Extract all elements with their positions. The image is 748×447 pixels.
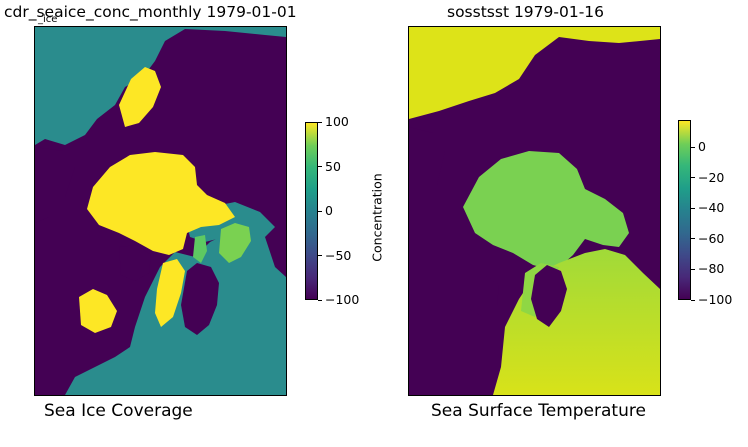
- sst-map-svg: [409, 27, 660, 395]
- ocean-region-north: [35, 27, 286, 145]
- sst-colorbar-tick-mark: [691, 299, 695, 301]
- sea-ice-colorbar-tick-mark: [318, 166, 322, 167]
- sst-colorbar-tick-label: −100: [698, 292, 733, 307]
- ocean-region-atlantic: [65, 227, 286, 395]
- sea-ice-colorbar-tick-mark: [318, 210, 322, 212]
- sea-ice-colorbar-tick-label: −100: [325, 292, 360, 307]
- sea-ice-colorbar-tick-label: 100: [325, 114, 349, 129]
- sea-ice-fringe-west: [193, 235, 207, 263]
- sst-colorbar-tick-mark: [691, 177, 695, 179]
- sea-ice-greenland-edge: [155, 259, 185, 327]
- sst-warm-north: [409, 27, 660, 119]
- sst-colorbar-tick-mark: [691, 238, 695, 240]
- sst-arctic-sea: [463, 151, 629, 271]
- sea-ice-colorbar-tick-mark: [318, 121, 322, 123]
- left-plot-caption: Sea Ice Coverage: [44, 401, 193, 421]
- sst-colorbar-tick-label: 0: [698, 139, 706, 155]
- sea-ice-baffin: [79, 289, 117, 333]
- left-plot-title: cdr_seaice_conc_monthly 1979-01-01: [4, 3, 297, 21]
- sst-colorbar: [678, 120, 691, 300]
- sea-ice-colorbar-tick-label: 0: [325, 203, 333, 218]
- right-plot-caption: Sea Surface Temperature: [431, 401, 646, 421]
- sea-ice-colorbar-label: Concentration: [369, 173, 385, 262]
- sst-colorbar-tick-mark: [691, 207, 695, 209]
- sea-ice-colorbar-tick-label: −50: [325, 247, 352, 263]
- canada-archipelago-land: [119, 245, 151, 281]
- sst-colorbar-tick-label: −40: [698, 200, 725, 216]
- sst-colorbar-tick-mark: [691, 146, 695, 148]
- sst-colorbar-tick-mark: [691, 268, 695, 270]
- greenland-land: [181, 263, 219, 335]
- sst-colorbar-tick-label: −80: [698, 261, 725, 277]
- sea-ice-fringe-east: [219, 223, 251, 263]
- sea-surface-temperature-map: [408, 26, 661, 396]
- sea-ice-colorbar: [305, 122, 318, 300]
- siberia-land: [35, 147, 75, 223]
- sst-greenland-land: [531, 265, 567, 327]
- left-overlap-label: _ice: [38, 14, 58, 25]
- sst-siberia-land: [409, 127, 445, 217]
- sea-ice-map: [34, 26, 287, 396]
- sst-archipelago-land: [469, 275, 499, 317]
- sea-ice-colorbar-tick-mark: [318, 299, 322, 301]
- sea-ice-arctic: [87, 152, 235, 255]
- sea-ice-colorbar-tick-label: 50: [325, 158, 341, 174]
- sea-ice-map-svg: [35, 27, 286, 395]
- sea-ice-hudson: [119, 67, 161, 127]
- sst-colorbar-tick-label: −20: [698, 169, 725, 185]
- sst-colorbar-tick-label: −60: [698, 230, 725, 246]
- right-plot-title: sosstsst 1979-01-16: [447, 3, 605, 21]
- sea-ice-colorbar-tick-mark: [318, 255, 322, 256]
